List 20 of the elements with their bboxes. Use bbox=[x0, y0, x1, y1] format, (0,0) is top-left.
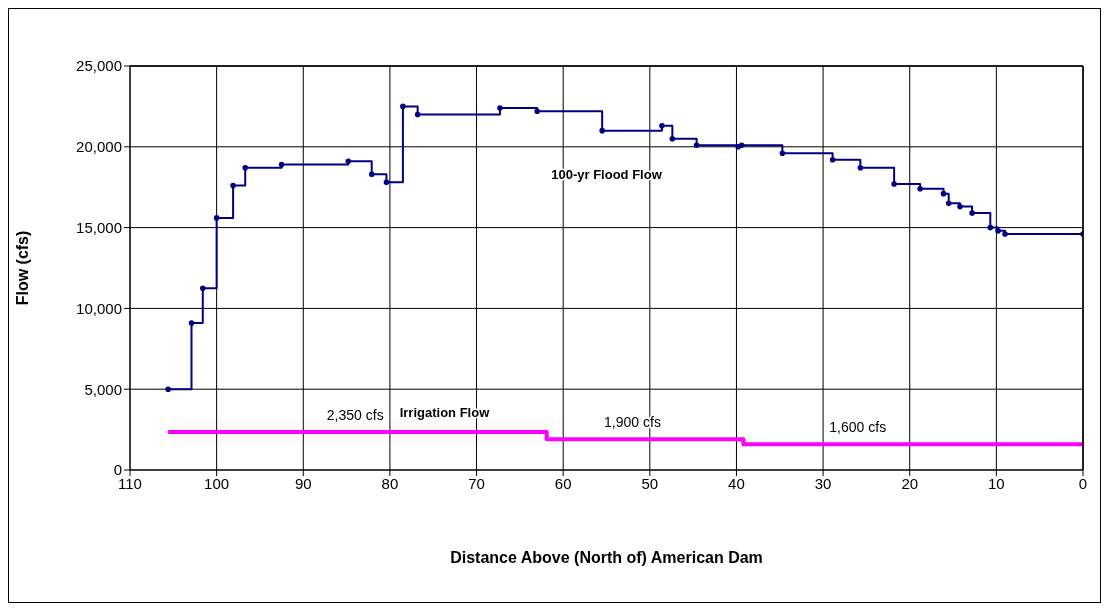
x-tick-label: 30 bbox=[814, 474, 832, 492]
annotation: 1,600 cfs bbox=[829, 419, 887, 436]
x-tick-label: 40 bbox=[728, 474, 745, 492]
y-tick-label: 25,000 bbox=[76, 57, 122, 75]
y-tick-label: 15,000 bbox=[76, 218, 122, 236]
x-axis-title: Distance Above (North of) American Dam bbox=[450, 549, 763, 566]
y-tick-label: 20,000 bbox=[76, 138, 122, 156]
x-tick-label: 90 bbox=[294, 474, 312, 492]
x-tick-label: 70 bbox=[468, 474, 485, 492]
x-tick-label: 60 bbox=[554, 474, 572, 492]
y-axis-title: Flow (cfs) bbox=[14, 230, 31, 306]
y-tick-label: 5,000 bbox=[84, 380, 122, 398]
y-tick-label: 10,000 bbox=[76, 299, 122, 317]
x-tick-label: 50 bbox=[641, 474, 659, 492]
x-tick-label: 100 bbox=[204, 474, 230, 492]
x-tick-label: 80 bbox=[381, 474, 399, 492]
x-tick-label: 10 bbox=[988, 474, 1005, 492]
x-tick-label: 20 bbox=[901, 474, 919, 492]
x-tick-label: 0 bbox=[1078, 474, 1088, 492]
annotation: 2,350 cfs bbox=[326, 407, 384, 424]
